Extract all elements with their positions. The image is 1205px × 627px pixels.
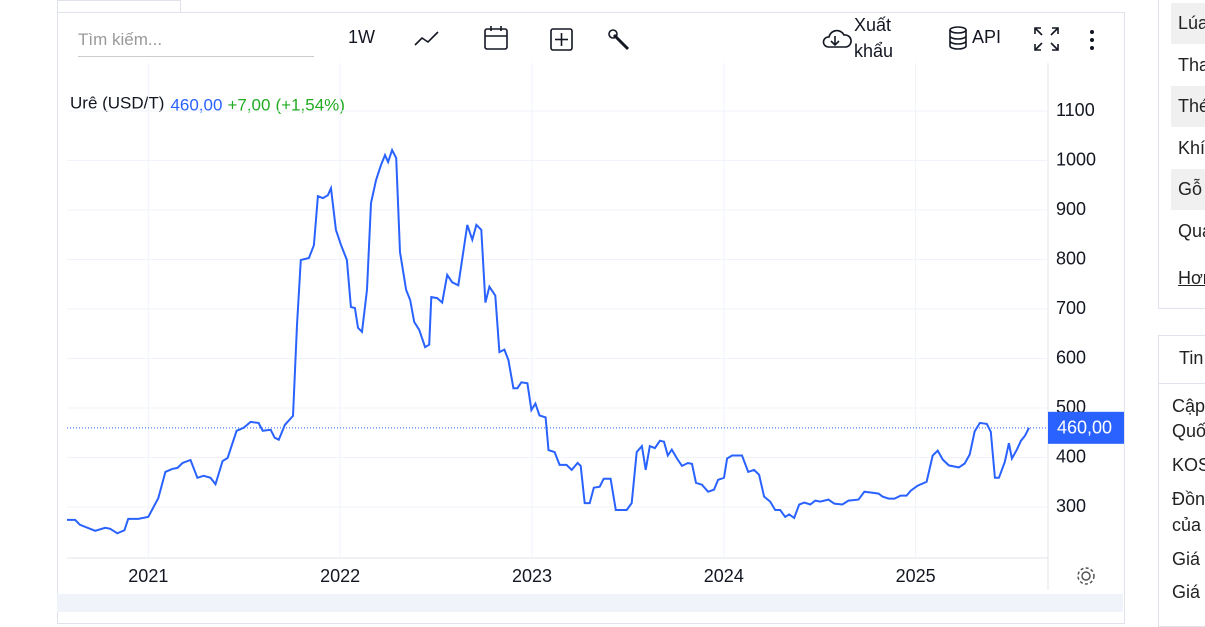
add-icon[interactable] [550,28,573,51]
y-tick-label: 700 [1056,298,1086,318]
search-input[interactable]: Tìm kiếm... [78,30,314,57]
price-change-pct: (+1,54%) [275,95,344,114]
y-tick-label: 800 [1056,248,1086,268]
more-icon[interactable] [1090,30,1094,50]
chart-title: Urê (USD/T) [70,93,164,112]
y-tick-label: 300 [1056,496,1086,516]
database-icon[interactable] [949,26,967,50]
y-tick-label: 1000 [1056,149,1096,169]
y-tick-label: 900 [1056,199,1086,219]
settings-tool-icon[interactable] [608,29,630,51]
sidebar-item[interactable]: Lúa [1171,3,1205,44]
news-item[interactable]: của [1172,515,1202,535]
last-price: 460,00 [170,95,222,114]
sidebar-item[interactable]: Gỗ [1171,169,1205,210]
x-tick-label: 2025 [896,566,936,586]
toolbar-icons [414,26,1059,51]
download-icon[interactable] [822,29,852,48]
export-button[interactable]: Xuất khẩu [854,12,893,64]
y-tick-label: 1100 [1056,100,1095,120]
x-tick-label: 2023 [512,566,552,586]
price-line [67,147,1030,535]
api-button[interactable]: API [972,27,1002,47]
last-price-tag-label: 460,00 [1057,418,1112,438]
x-tick-label: 2021 [128,566,168,586]
last-price-tag [1048,411,1124,444]
news-item[interactable]: KOS [1172,455,1205,475]
sidebar-item[interactable]: Tha [1178,54,1205,75]
tab [57,0,181,13]
x-tick-label: 2022 [320,566,360,586]
settings-icon[interactable] [1077,567,1095,585]
price-change: +7,00 [227,95,270,114]
y-tick-label: 400 [1056,446,1086,466]
fullscreen-icon[interactable] [1034,27,1059,51]
news-header: Tin [1179,348,1204,368]
news-item[interactable]: Cập [1172,396,1205,416]
sidebar-box [1158,0,1205,309]
more-link[interactable]: Hơn [1178,268,1205,288]
news-item[interactable]: Giá [1172,549,1201,569]
chart: Urê (USD/T) 460,00 +7,00 (+1,54%) 300 400… [57,26,1124,612]
x-tick-label: 2024 [704,566,744,586]
news-item[interactable]: Quố [1172,421,1205,441]
sidebar-item[interactable]: Thé [1171,86,1205,127]
y-tick-label: 500 [1056,397,1086,417]
news-item[interactable]: Giá [1172,582,1201,602]
calendar-icon[interactable] [484,26,508,50]
bottom-bar [57,594,1123,612]
sidebar-item[interactable]: Khí [1178,137,1205,158]
export-label: khẩu [854,41,894,61]
interval-button[interactable]: 1W [348,27,375,47]
chart-type-icon[interactable] [414,31,439,46]
y-tick-label: 600 [1056,347,1086,367]
export-label: Xuất [854,15,892,35]
news-divider [1158,383,1205,384]
sidebar-item[interactable]: Qua [1178,220,1205,241]
news-item[interactable]: Đồn [1172,489,1205,509]
